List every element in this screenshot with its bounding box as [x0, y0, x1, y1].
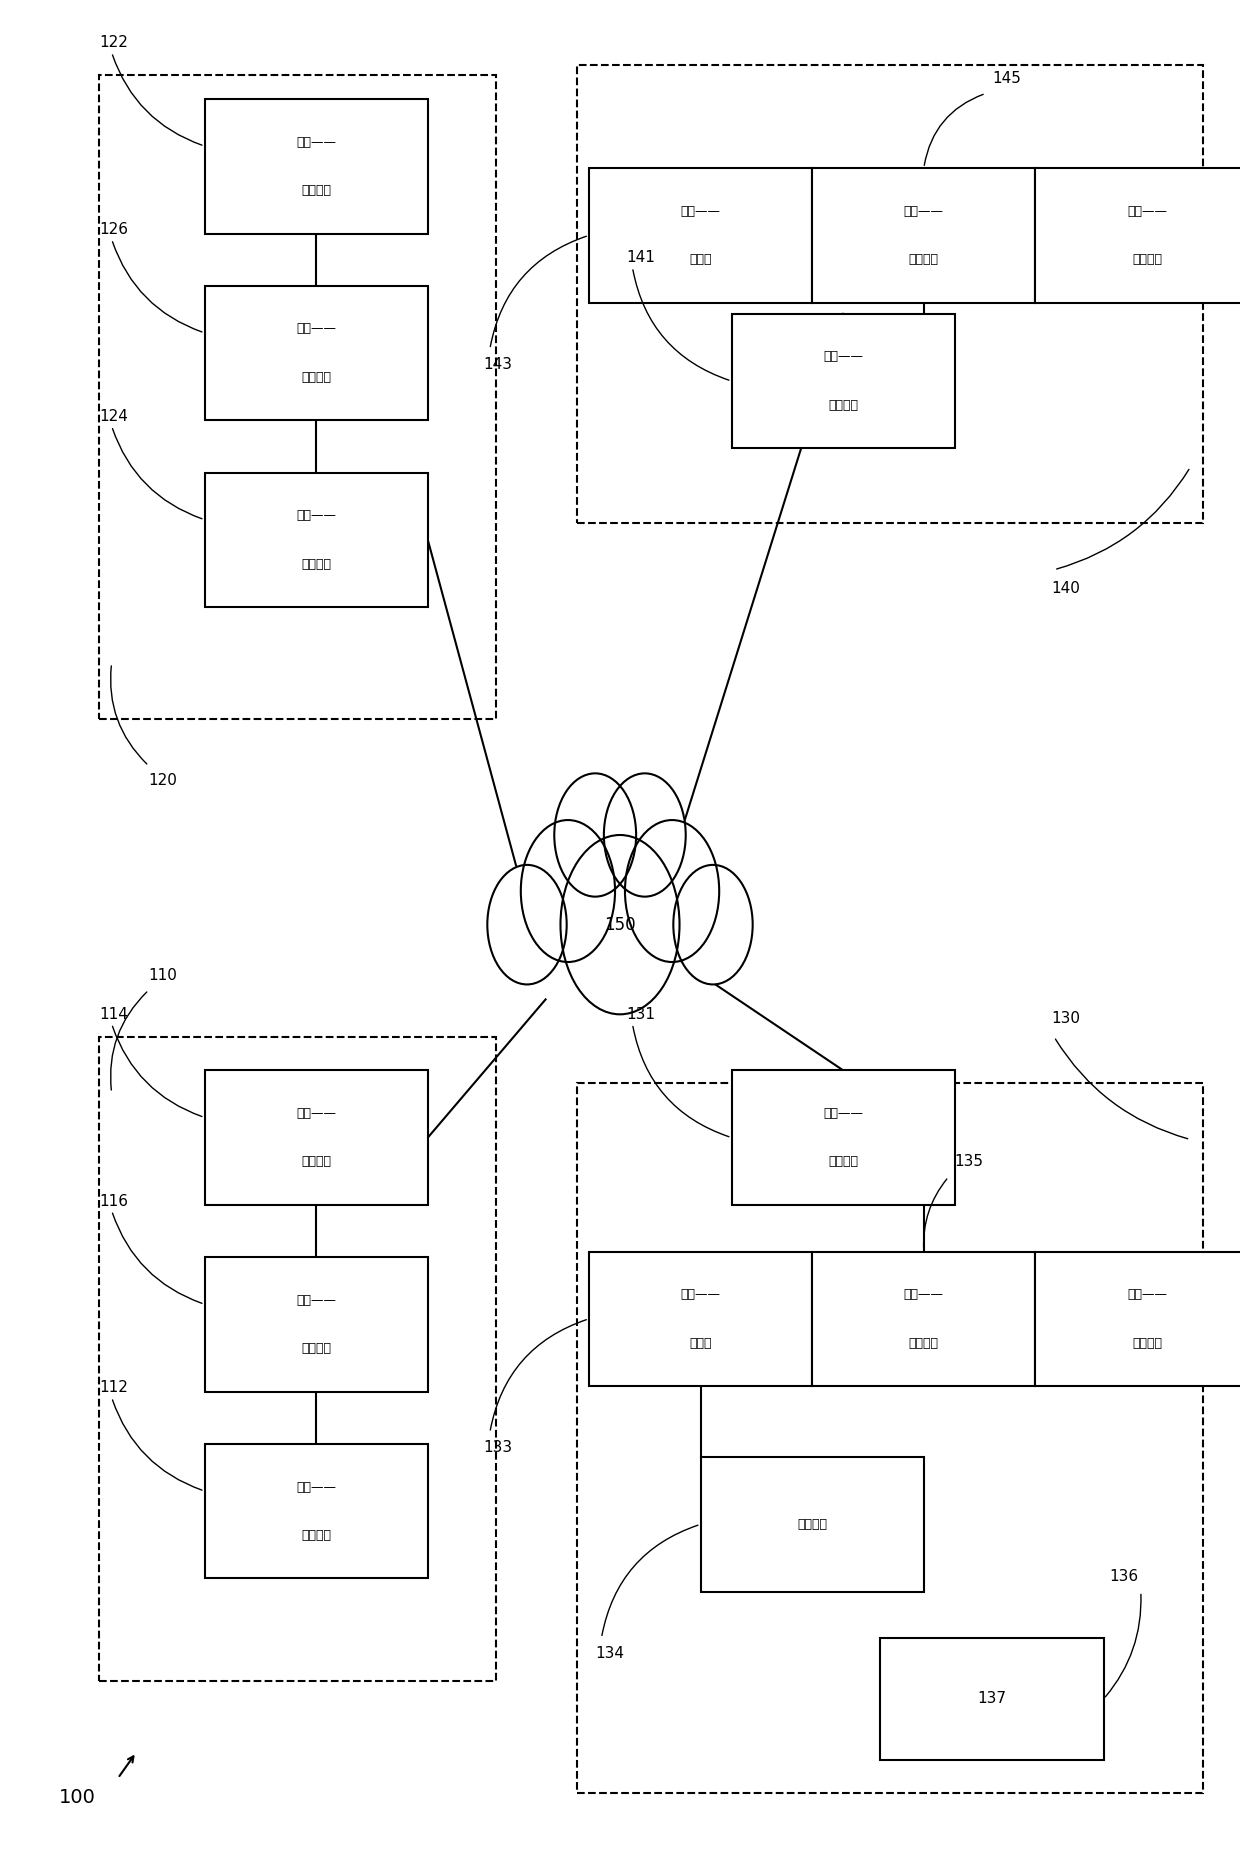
Text: 控制电路: 控制电路: [909, 1336, 939, 1349]
Text: 136: 136: [1110, 1569, 1138, 1584]
Bar: [205, 1070, 428, 1205]
Bar: [732, 314, 955, 448]
Text: 显示装置: 显示装置: [1132, 252, 1162, 265]
Bar: [880, 1638, 1104, 1760]
Text: 150: 150: [604, 915, 636, 934]
Text: 第一——: 第一——: [904, 1289, 944, 1302]
Bar: [99, 75, 496, 719]
Text: 第二——: 第二——: [296, 136, 336, 149]
Text: 120: 120: [149, 773, 177, 788]
Text: 143: 143: [484, 357, 512, 372]
Text: 145: 145: [992, 71, 1021, 86]
Circle shape: [487, 865, 567, 984]
Text: 第二——: 第二——: [1127, 205, 1167, 219]
Bar: [589, 168, 812, 303]
Text: 100: 100: [58, 1788, 95, 1806]
Bar: [205, 286, 428, 420]
Text: 126: 126: [99, 222, 128, 237]
Text: 处理电路: 处理电路: [301, 1341, 331, 1354]
Text: 110: 110: [149, 968, 177, 983]
Text: 141: 141: [626, 250, 655, 265]
Text: 储存装置: 储存装置: [301, 183, 331, 196]
Text: 扬声器: 扬声器: [689, 1336, 712, 1349]
Bar: [205, 473, 428, 607]
Circle shape: [604, 773, 686, 897]
Text: 112: 112: [99, 1380, 128, 1395]
Text: 处理电路: 处理电路: [301, 370, 331, 383]
Text: 124: 124: [99, 409, 128, 424]
Text: 135: 135: [955, 1154, 983, 1169]
Circle shape: [521, 820, 615, 962]
Text: 114: 114: [99, 1007, 128, 1022]
Bar: [205, 1257, 428, 1392]
Text: 显示装置: 显示装置: [1132, 1336, 1162, 1349]
Text: 第一——: 第一——: [681, 1289, 720, 1302]
Circle shape: [560, 835, 680, 1014]
Text: 第一——: 第一——: [296, 1481, 336, 1494]
Bar: [812, 1252, 1035, 1386]
Text: 第二——: 第二——: [681, 205, 720, 219]
Text: 输入装置: 输入装置: [797, 1519, 827, 1530]
Text: 140: 140: [1052, 581, 1080, 596]
Bar: [701, 1457, 924, 1592]
Text: 第二——: 第二——: [296, 323, 336, 336]
Text: 134: 134: [595, 1646, 624, 1661]
Text: 储存装置: 储存装置: [301, 1528, 331, 1541]
Text: 第一——: 第一——: [296, 1295, 336, 1308]
Text: 第二——: 第二——: [296, 510, 336, 523]
Bar: [577, 65, 1203, 523]
Circle shape: [554, 773, 636, 897]
Text: 第一——: 第一——: [296, 1108, 336, 1121]
Text: 122: 122: [99, 35, 128, 50]
Text: 第二——: 第二——: [823, 351, 863, 364]
Text: 137: 137: [977, 1691, 1007, 1707]
Text: 通讯电路: 通讯电路: [828, 1154, 858, 1168]
Bar: [99, 1037, 496, 1681]
Text: 116: 116: [99, 1194, 128, 1209]
Bar: [589, 1252, 812, 1386]
Bar: [732, 1070, 955, 1205]
Bar: [577, 1083, 1203, 1793]
Text: 控制电路: 控制电路: [909, 252, 939, 265]
Circle shape: [625, 820, 719, 962]
Bar: [205, 99, 428, 234]
Bar: [205, 1444, 428, 1578]
Circle shape: [673, 865, 753, 984]
Text: 第二——: 第二——: [904, 205, 944, 219]
Text: 130: 130: [1052, 1011, 1080, 1026]
Text: 通讯电路: 通讯电路: [828, 398, 858, 411]
Bar: [1035, 168, 1240, 303]
Text: 传输电路: 传输电路: [301, 1154, 331, 1168]
Bar: [1035, 1252, 1240, 1386]
Text: 133: 133: [484, 1440, 512, 1455]
Text: 131: 131: [626, 1007, 655, 1022]
Text: 第一——: 第一——: [823, 1108, 863, 1121]
Text: 扬声器: 扬声器: [689, 252, 712, 265]
Bar: [812, 168, 1035, 303]
Text: 传输电路: 传输电路: [301, 557, 331, 570]
Text: 第一——: 第一——: [1127, 1289, 1167, 1302]
